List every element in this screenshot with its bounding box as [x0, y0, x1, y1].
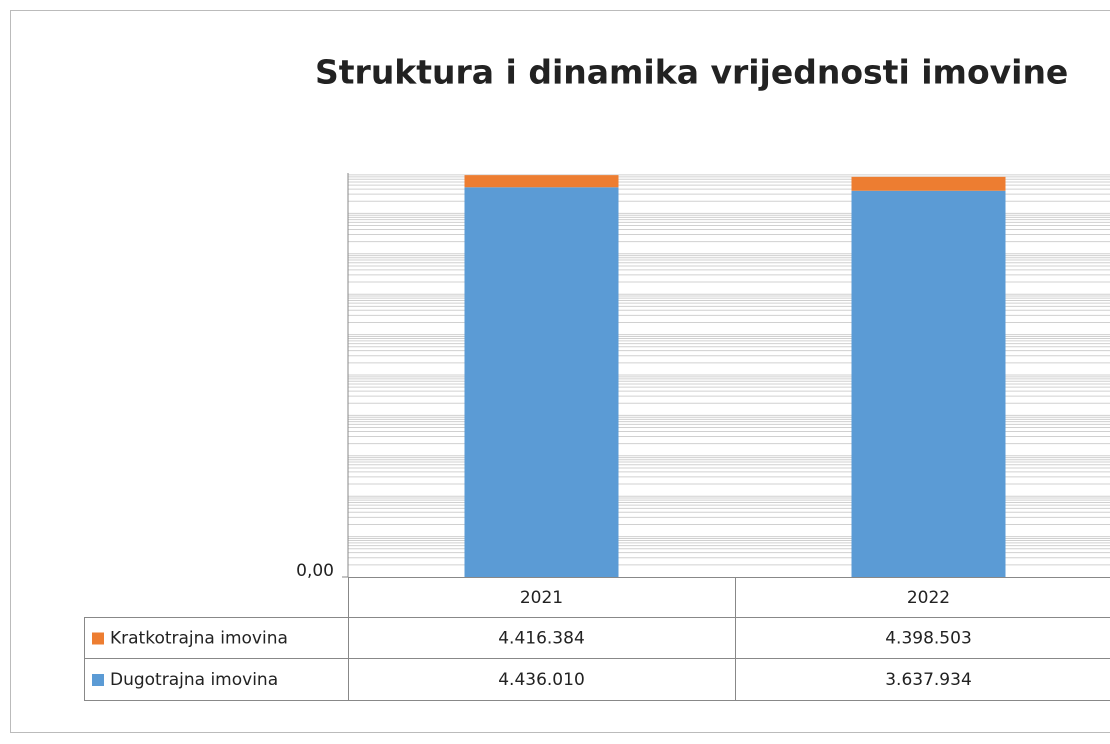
bar-segment: [464, 187, 619, 577]
table-value: 4.416.384: [498, 629, 585, 649]
table-value: 3.637.934: [885, 670, 972, 690]
chart-title: Struktura i dinamika vrijednosti imovine: [315, 53, 1068, 92]
legend-swatch: [92, 674, 104, 686]
legend-swatch: [92, 632, 104, 645]
x-tick-label: 2022: [907, 588, 950, 608]
bar-segment: [851, 190, 1006, 578]
legend-label: Kratkotrajna imovina: [110, 629, 288, 649]
bar-segment: [464, 175, 619, 188]
legend-label: Dugotrajna imovina: [110, 670, 278, 690]
table-value: 4.398.503: [885, 629, 972, 649]
y-tick-label: 0,00: [296, 561, 334, 581]
x-tick-label: 2021: [520, 588, 563, 608]
table-value: 4.436.010: [498, 670, 585, 690]
bar-segment: [851, 176, 1006, 191]
